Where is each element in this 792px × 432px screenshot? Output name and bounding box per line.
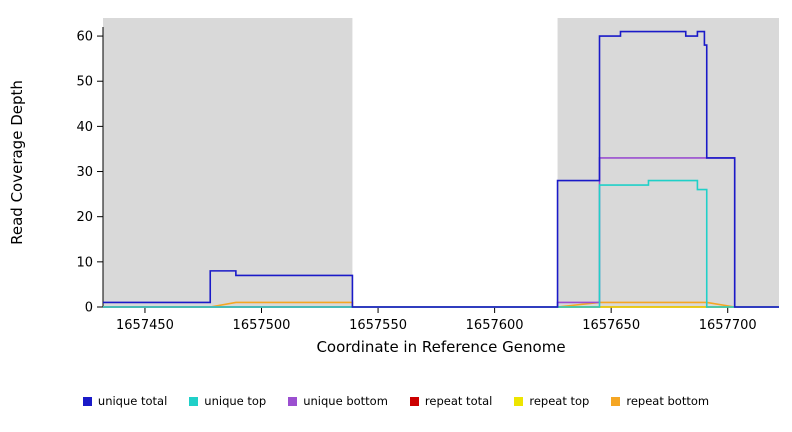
y-tick-label-0: 0 (85, 301, 93, 316)
x-tick-label-1: 1657500 (233, 318, 291, 333)
legend-label-unique-bottom: unique bottom (303, 394, 388, 408)
y-tick-label-4: 40 (76, 120, 93, 135)
legend-item-repeat-total: repeat total (409, 394, 493, 408)
y-tick-label-3: 30 (76, 165, 93, 180)
legend-label-repeat-top: repeat top (529, 394, 590, 408)
legend-label-unique-total: unique total (97, 394, 168, 408)
shaded-region-0 (103, 18, 353, 307)
x-tick-label-0: 1657450 (116, 318, 174, 333)
x-tick-label-3: 1657600 (466, 318, 524, 333)
coverage-plot: 0 10 20 30 40 50 60 1657450 1657500 1657550 165760… (8, 18, 779, 356)
series-line-unique-top (103, 179, 779, 308)
legend-item-unique-bottom: unique bottom (288, 394, 388, 408)
legend-swatch-repeat-total (409, 397, 419, 407)
legend-label-unique-top: unique top (204, 394, 267, 408)
x-axis-label: Coordinate in Reference Genome (316, 338, 565, 356)
legend-label-repeat-bottom: repeat bottom (626, 394, 710, 408)
y-tick-label-5: 50 (76, 75, 93, 90)
x-tick-label-4: 1657650 (582, 318, 640, 333)
legend-item-repeat-top: repeat top (514, 394, 590, 408)
x-tick-label-5: 1657700 (699, 318, 757, 333)
legend-item-unique-top: unique top (189, 394, 267, 408)
x-tick-label-2: 1657550 (349, 318, 407, 333)
legend-swatch-unique-bottom (288, 397, 298, 407)
chart-legend: unique total unique top unique bottom re… (0, 394, 792, 408)
y-tick-label-1: 10 (76, 255, 93, 270)
legend-item-unique-total: unique total (82, 394, 168, 408)
legend-swatch-unique-top (189, 397, 199, 407)
shaded-region-1 (557, 18, 779, 307)
legend-item-repeat-bottom: repeat bottom (611, 394, 710, 408)
y-axis-label: Read Coverage Depth (8, 80, 26, 245)
legend-label-repeat-total: repeat total (424, 394, 493, 408)
legend-swatch-repeat-top (514, 397, 524, 407)
y-tick-label-2: 20 (76, 210, 93, 225)
legend-swatch-repeat-bottom (611, 397, 621, 407)
series-line-unique-total (103, 30, 779, 308)
y-tick-label-6: 60 (76, 30, 93, 45)
legend-swatch-unique-total (82, 397, 92, 407)
